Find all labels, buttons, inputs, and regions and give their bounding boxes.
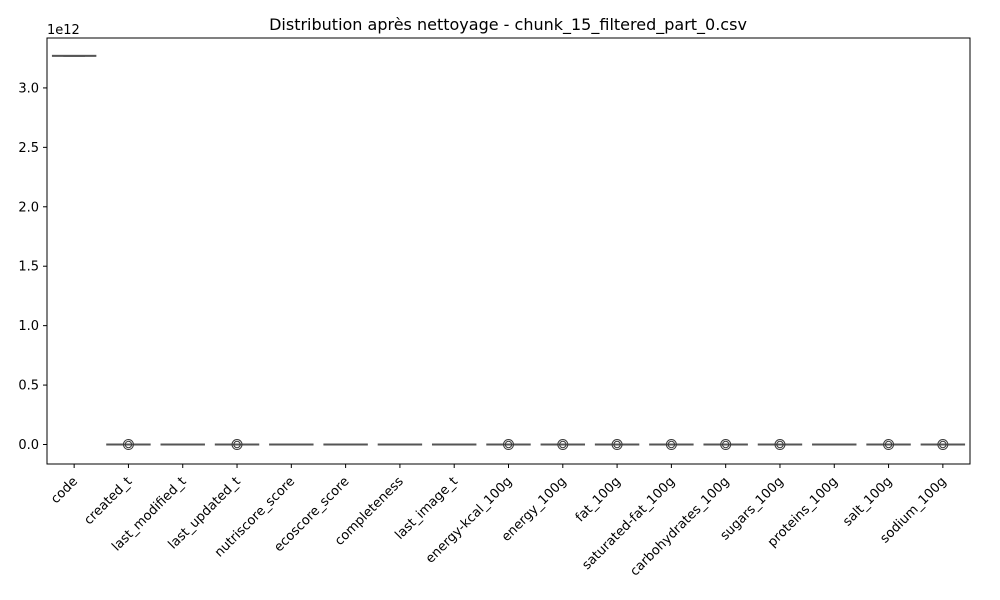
outlier-point <box>233 440 241 449</box>
outlier-point <box>884 440 893 449</box>
plot-frame <box>46 37 971 465</box>
outlier-point <box>124 440 133 449</box>
outlier-point <box>883 439 895 451</box>
outlier-point <box>939 440 947 449</box>
chart-title: Distribution après nettoyage - chunk_15_… <box>269 15 747 35</box>
x-tick-label: saturated-fat_100g <box>579 474 678 573</box>
outlier-point <box>721 440 730 449</box>
y-tick-label: 1.5 <box>18 260 39 275</box>
outlier-point <box>504 440 513 449</box>
y-tick-label: 1.0 <box>18 319 39 334</box>
y-tick-label: 0.0 <box>18 438 39 453</box>
outlier-point <box>122 439 134 451</box>
x-tick-label: salt_100g <box>840 474 895 529</box>
x-tick-label: created_t <box>81 474 135 528</box>
outlier-point <box>667 440 676 449</box>
outlier-point <box>611 439 623 451</box>
outlier-point <box>559 440 567 449</box>
outlier-point <box>231 439 243 451</box>
outlier-point <box>665 439 677 451</box>
y-tick-label: 0.5 <box>18 379 39 394</box>
y-tick-label: 2.0 <box>18 200 39 215</box>
x-tick-label: carbohydrates_100g <box>627 474 732 579</box>
x-tick-label: fat_100g <box>573 474 624 525</box>
outlier-point <box>937 439 949 451</box>
y-tick-label: 2.5 <box>18 141 39 156</box>
outlier-point <box>557 439 569 451</box>
y-axis-scale-label: 1e12 <box>47 23 80 38</box>
outlier-point <box>774 439 786 451</box>
outlier-point <box>720 439 732 451</box>
y-tick-label: 3.0 <box>18 81 39 96</box>
outlier-point <box>776 440 784 449</box>
x-tick-label: code <box>48 474 81 507</box>
outlier-point <box>503 439 514 451</box>
outlier-point <box>613 440 621 449</box>
